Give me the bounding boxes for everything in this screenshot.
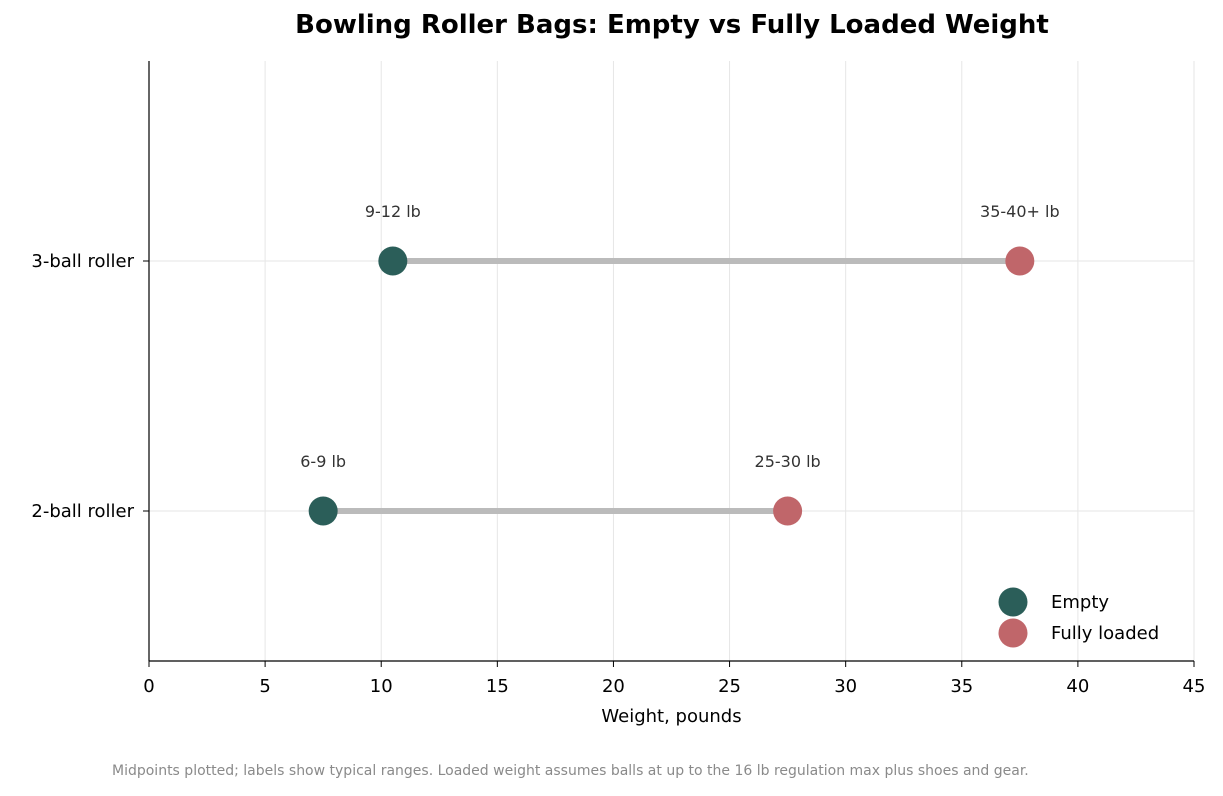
y-tick-label: 3-ball roller [31,251,134,272]
x-tick-label: 0 [143,676,154,697]
x-tick-label: 15 [486,676,509,697]
chart-title: Bowling Roller Bags: Empty vs Fully Load… [295,10,1049,40]
x-tick-label: 30 [834,676,857,697]
fully-loaded-range-label: 35-40+ lb [980,202,1060,221]
legend: Empty Fully loaded [998,587,1159,648]
empty-point [378,246,408,276]
empty-range-label: 9-12 lb [365,202,421,221]
x-tick-label: 40 [1066,676,1089,697]
x-tick-label: 5 [259,676,270,697]
label-layer: 6-9 lb 9-12 lb 25-30 lb 35-40+ lb [300,202,1059,471]
fully-loaded-range-label: 25-30 lb [755,452,821,471]
x-tick-label: 20 [602,676,625,697]
legend-marker-fully-loaded [998,618,1028,648]
point-layer [308,246,1035,526]
fully-loaded-point [1005,246,1035,276]
x-axis-title: Weight, pounds [601,706,741,727]
legend-label-fully-loaded: Fully loaded [1051,623,1159,644]
axis-layer: 0 5 10 15 20 25 30 35 40 45 2-ball roller 3-ball ro… [31,61,1205,727]
connector-layer [323,258,1020,514]
footnote: Midpoints plotted; labels show typical r… [112,763,1029,779]
empty-point [308,496,338,526]
legend-marker-empty [998,587,1028,617]
x-tick-label: 45 [1183,676,1206,697]
grid-layer [149,61,1195,661]
y-tick-label: 2-ball roller [31,501,134,522]
x-tick-label: 25 [718,676,741,697]
legend-label-empty: Empty [1051,592,1109,613]
x-tick-label: 10 [370,676,393,697]
x-tick-label: 35 [950,676,973,697]
empty-range-label: 6-9 lb [300,452,346,471]
fully-loaded-point [773,496,803,526]
